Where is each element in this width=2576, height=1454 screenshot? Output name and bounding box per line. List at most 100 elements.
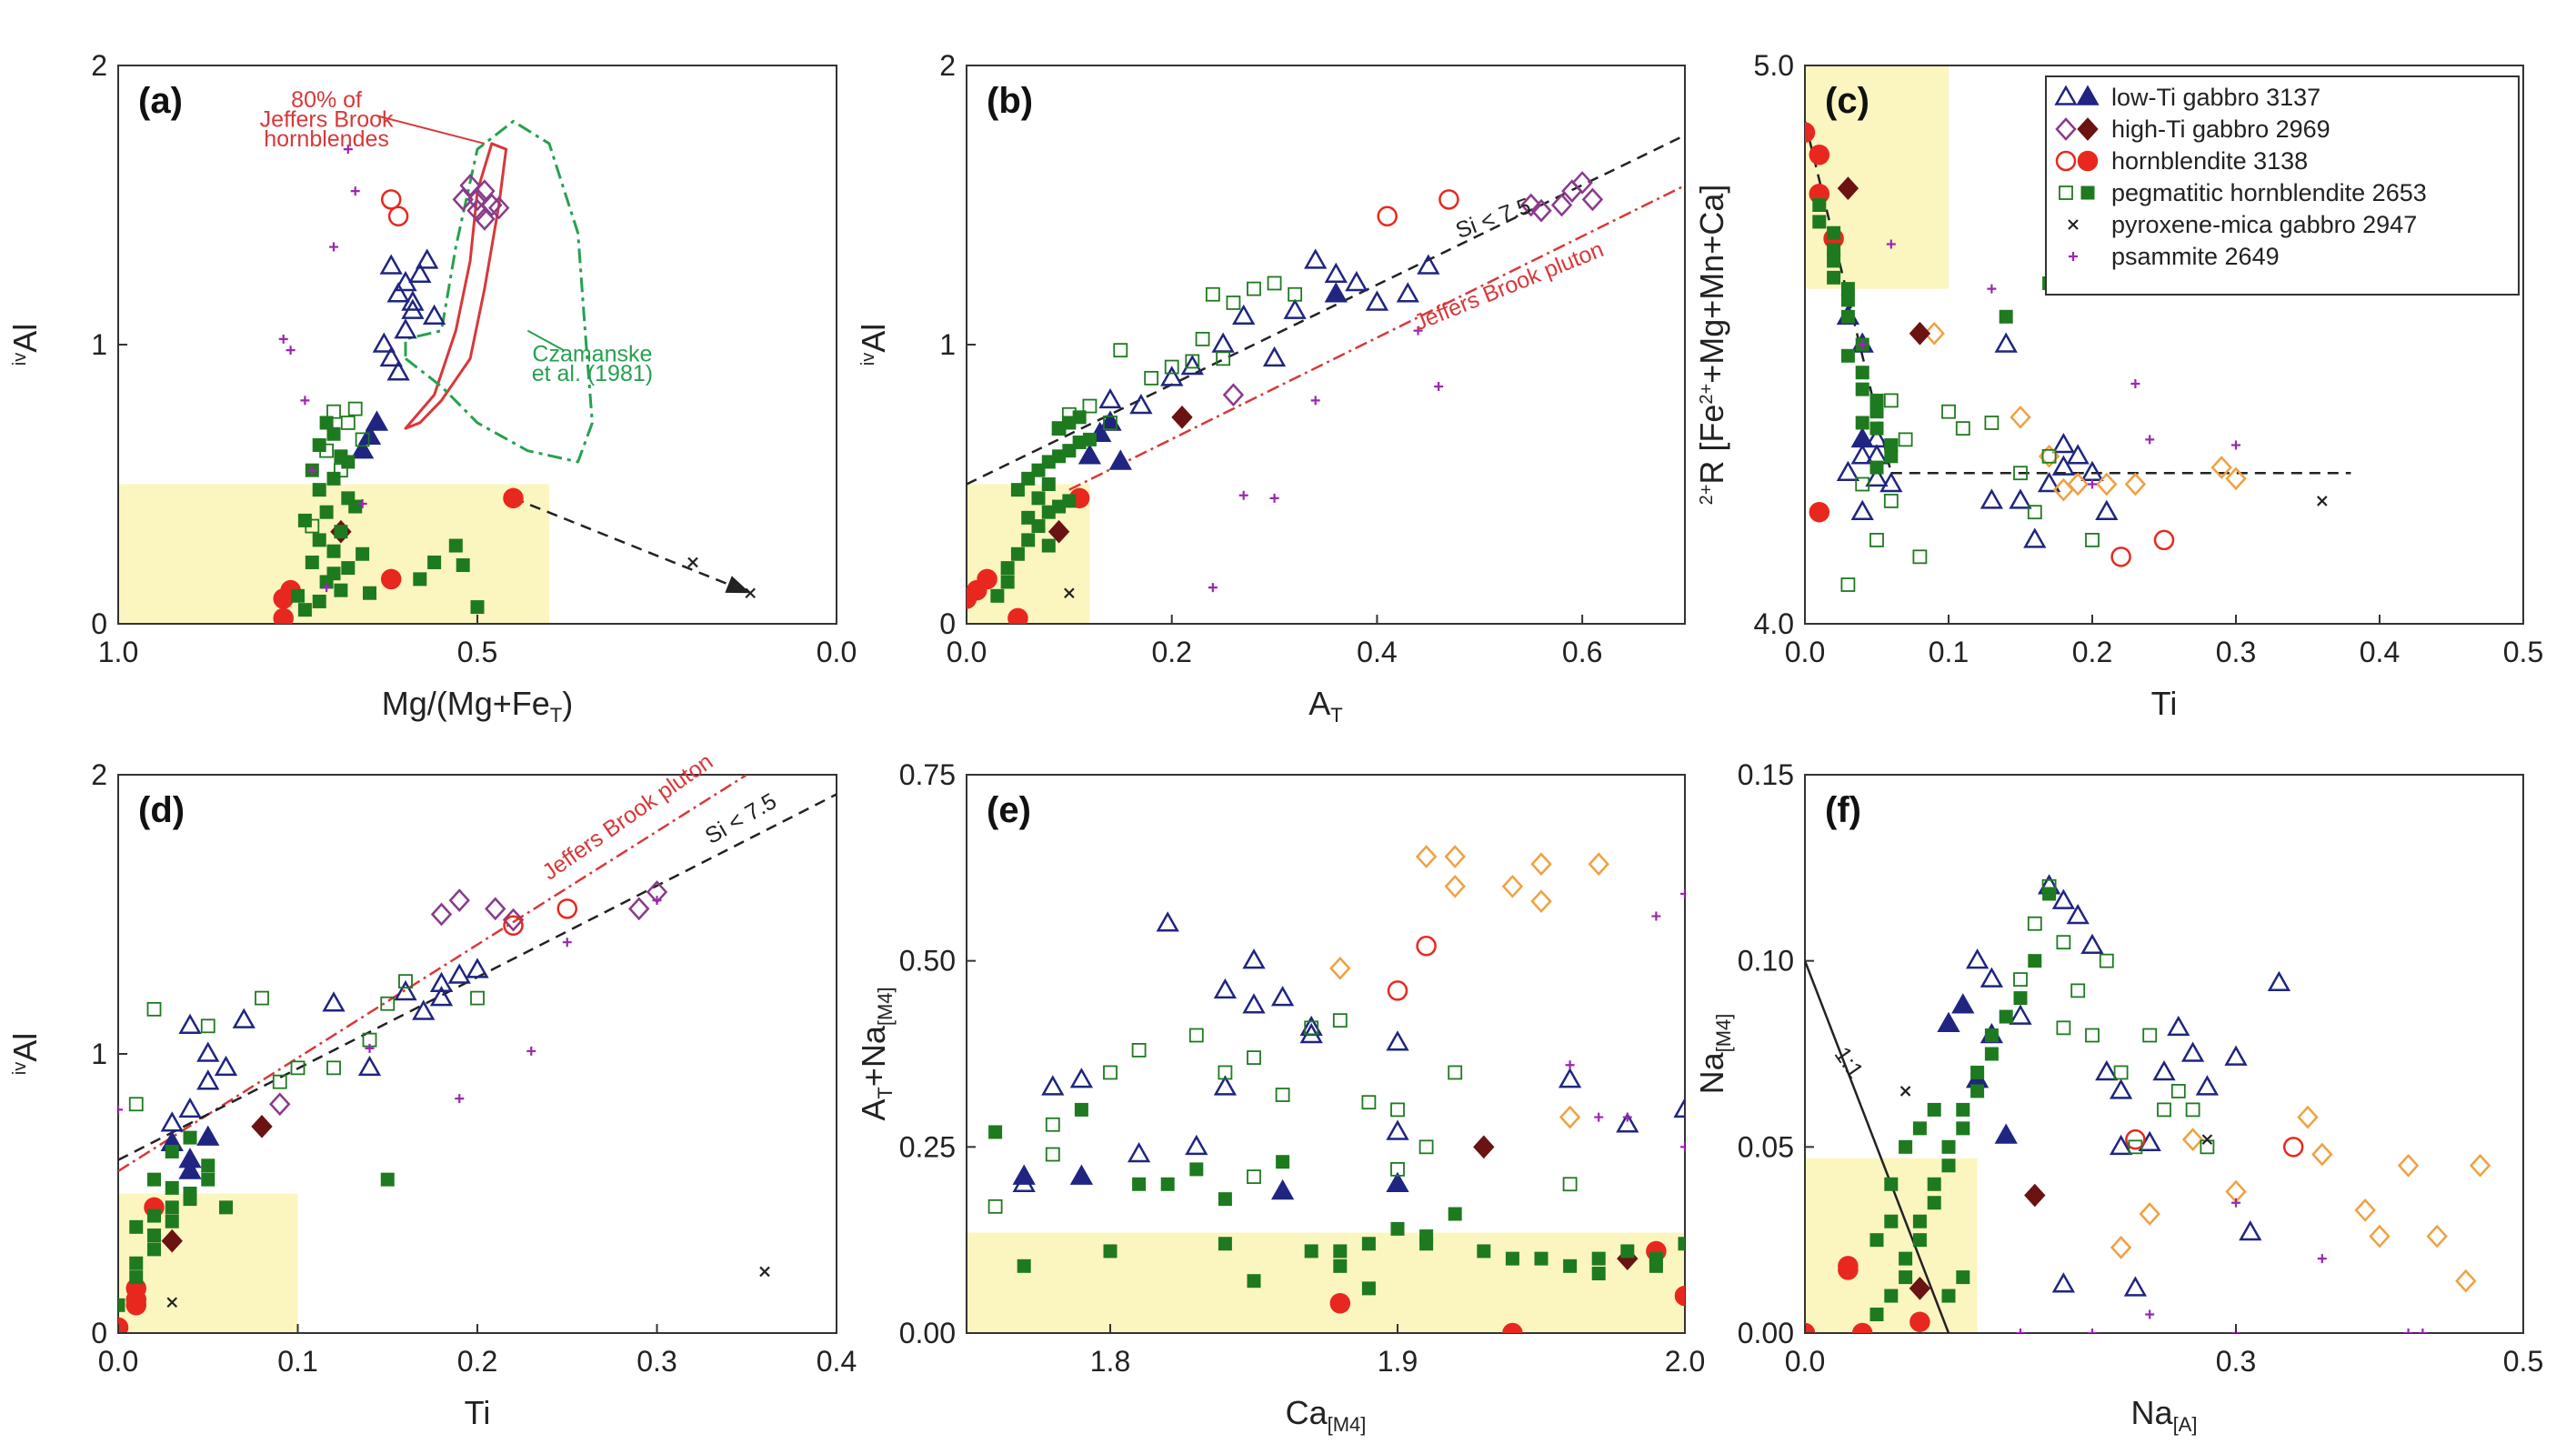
data-point — [1216, 351, 1231, 366]
data-point — [1276, 1155, 1290, 1169]
x-axis-label: Mg/(Mg+FeT) — [382, 685, 574, 727]
data-series — [1064, 587, 1075, 599]
data-point — [166, 1297, 178, 1309]
data-point — [379, 346, 403, 367]
data-point — [2051, 455, 2076, 476]
data-point — [1103, 1065, 1118, 1080]
data-point — [2067, 472, 2089, 496]
annotation: hornblendes — [264, 126, 389, 152]
x-axis-label: AT — [1308, 685, 1342, 727]
legend-label: pegmatitic hornblendite 2653 — [2111, 179, 2427, 206]
data-point — [2157, 1102, 2171, 1118]
data-point — [2051, 432, 2076, 454]
data-point — [147, 1208, 161, 1223]
data-point — [1473, 1135, 1495, 1159]
data-point — [129, 1219, 144, 1234]
data-point — [1909, 1311, 1930, 1332]
annotation: 80% of — [291, 87, 362, 113]
data-point — [2010, 405, 2031, 429]
annotation-leader — [526, 329, 565, 352]
data-point — [363, 586, 376, 600]
data-point — [1310, 396, 1320, 406]
data-point — [1865, 466, 1889, 487]
data-point — [1377, 206, 1398, 227]
panel-label: (b) — [987, 81, 1033, 121]
data-point — [1390, 1221, 1405, 1236]
data-point — [165, 1144, 179, 1158]
data-point — [2231, 1198, 2240, 1208]
data-point — [2056, 935, 2071, 950]
data-point — [1955, 421, 1970, 436]
reference-line — [1805, 960, 1950, 1333]
data-point — [161, 1228, 183, 1253]
data-point — [128, 1097, 144, 1112]
data-point — [350, 438, 375, 459]
data-point — [1171, 405, 1193, 429]
data-point — [1345, 270, 1368, 292]
data-point — [1218, 1237, 1232, 1251]
panel-label: (e) — [987, 790, 1031, 830]
y-tick-label: 0.05 — [1738, 1130, 1794, 1163]
data-point — [2225, 466, 2247, 491]
data-point — [1160, 366, 1184, 386]
data-point — [1909, 321, 1931, 346]
legend-marker — [2076, 85, 2100, 105]
legend-marker — [2054, 85, 2078, 105]
data-point — [1505, 1251, 1519, 1266]
data-point — [255, 990, 269, 1006]
data-point — [1809, 501, 1830, 523]
data-point — [1247, 1274, 1261, 1289]
data-point — [2317, 1254, 2327, 1264]
legend: low-Ti gabbro 3137 high-Ti gabbro 2969 hor… — [2045, 75, 2520, 296]
data-series — [1836, 332, 2119, 548]
data-point — [312, 438, 326, 453]
data-point — [1304, 1020, 1319, 1036]
line-label: Jeffers Brook pluton — [1410, 236, 1607, 336]
data-point — [2317, 496, 2328, 506]
data-point — [2145, 435, 2155, 445]
data-point — [408, 262, 432, 283]
y-tick-label: 0.75 — [899, 758, 956, 791]
data-point — [272, 1074, 287, 1089]
data-point — [1045, 1117, 1060, 1132]
data-point — [2170, 1084, 2186, 1098]
data-point — [357, 498, 367, 508]
data-point — [2027, 505, 2042, 520]
data-point — [1164, 359, 1179, 375]
data-point — [1390, 1102, 1405, 1118]
data-point — [2123, 1276, 2148, 1297]
data-point — [1211, 332, 1235, 353]
data-series — [2110, 529, 2175, 567]
data-point — [2088, 1329, 2097, 1333]
data-series — [1858, 239, 2240, 489]
data-point — [422, 304, 446, 326]
data-point — [1413, 326, 1423, 336]
data-point — [2130, 378, 2140, 388]
x-axis-label: Ti — [465, 1394, 491, 1431]
x-tick-label: 0.4 — [1357, 636, 1397, 668]
data-point — [2080, 460, 2104, 481]
data-point — [562, 938, 572, 948]
data-point — [1329, 956, 1351, 980]
data-point — [2297, 1105, 2319, 1129]
legend-item: pegmatitic hornblendite 2653 — [2059, 179, 2427, 206]
data-point — [2099, 953, 2114, 968]
data-point — [687, 557, 698, 568]
data-point — [2013, 991, 2028, 1006]
data-point — [481, 193, 503, 217]
annotation: Jeffers Brook — [260, 107, 394, 133]
data-point — [2096, 472, 2118, 496]
data-point — [2282, 1137, 2304, 1158]
data-point — [1520, 193, 1542, 217]
data-point — [2231, 440, 2240, 450]
data-point — [759, 1266, 770, 1278]
data-point — [286, 346, 296, 356]
data-point — [1869, 533, 1884, 547]
legend-marker — [2077, 150, 2099, 172]
data-point — [1416, 936, 1437, 957]
data-point — [1855, 476, 1870, 492]
x-tick-label: 0.4 — [2360, 636, 2400, 668]
data-point — [2224, 1045, 2248, 1066]
x-tick-label: 0.2 — [457, 1345, 497, 1378]
